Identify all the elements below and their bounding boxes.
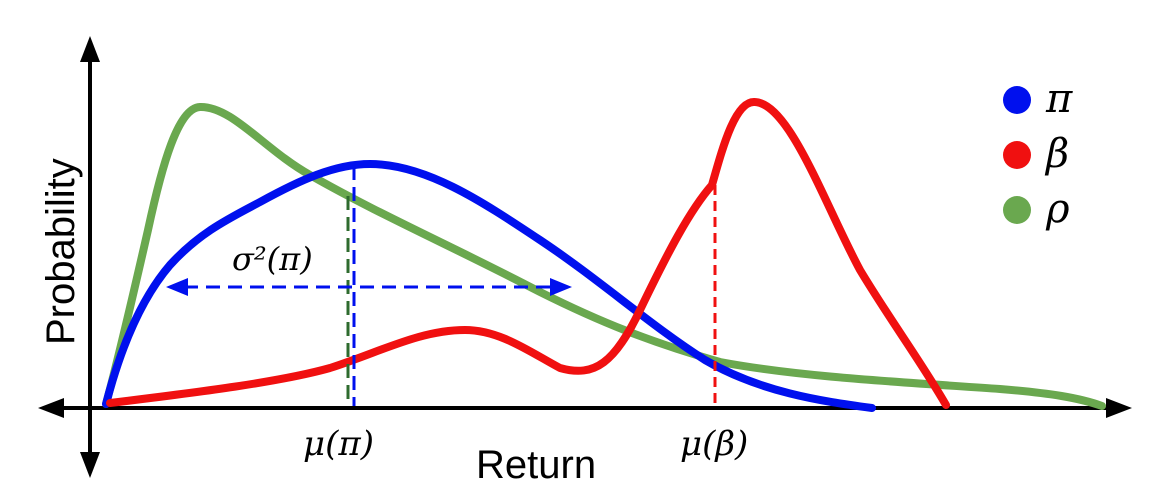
- rho-distribution-curve: [102, 102, 1106, 410]
- variance-pi-label: σ²(π): [232, 240, 313, 278]
- legend-pi-label: π: [1045, 76, 1073, 122]
- variance-arrow-left-head: [166, 278, 188, 296]
- variance-pi-double-arrow: [166, 278, 572, 296]
- mean-pi-label: μ(π): [303, 424, 374, 464]
- mean-beta-label: μ(β): [680, 424, 748, 464]
- legend-pi-marker: [1003, 86, 1031, 114]
- legend-beta-marker: [1003, 141, 1031, 169]
- y-axis-down-arrowhead: [80, 452, 100, 478]
- legend-beta-label: β: [1044, 131, 1069, 177]
- x-axis-right-arrowhead: [1106, 398, 1132, 418]
- legend-rho-marker: [1003, 196, 1031, 224]
- y-axis-label: Probability: [39, 158, 83, 345]
- x-axis-label: Return: [476, 443, 596, 487]
- beta-distribution-curve: [106, 98, 950, 409]
- legend: π β ρ: [1003, 76, 1073, 232]
- variance-arrow-right-head: [550, 278, 572, 296]
- y-axis: [80, 36, 100, 478]
- x-axis-left-arrowhead: [38, 398, 64, 418]
- y-axis-up-arrowhead: [80, 36, 100, 62]
- legend-rho-label: ρ: [1045, 186, 1070, 232]
- x-axis: [38, 398, 1132, 418]
- pi-distribution-curve: [102, 160, 876, 412]
